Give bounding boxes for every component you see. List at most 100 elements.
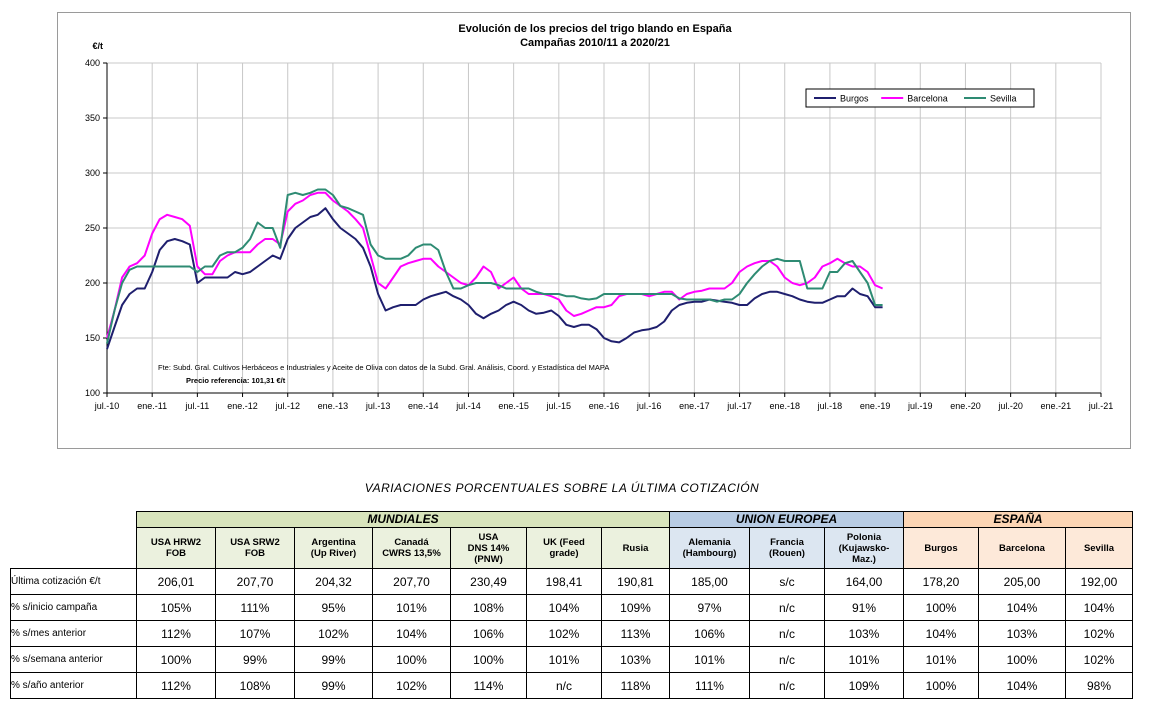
table-cell: 101% [903,646,979,673]
table-cell: n/c [749,620,825,647]
table-cell: 185,00 [669,568,750,595]
column-header: Sevilla [1065,527,1133,569]
table-cell: 100% [978,646,1066,673]
table-cell: 95% [294,594,373,621]
table-cell: 99% [294,646,373,673]
column-header: USA HRW2 FOB [136,527,216,569]
table-cell: 101% [372,594,451,621]
table-cell: s/c [749,568,825,595]
table-cell: 102% [372,672,451,699]
column-header: Canadá CWRS 13,5% [372,527,451,569]
table-cell: 106% [450,620,527,647]
table-cell: 207,70 [372,568,451,595]
x-tick-label: jul.-15 [546,401,572,411]
table-cell: 109% [824,672,904,699]
table-cell: 206,01 [136,568,216,595]
column-header: Francia (Rouen) [749,527,825,569]
column-header: Argentina (Up River) [294,527,373,569]
table-cell: 230,49 [450,568,527,595]
row-label: % s/semana anterior [10,646,137,673]
table-cell: 100% [903,672,979,699]
table-cell: 104% [903,620,979,647]
table-cell: 112% [136,620,216,647]
x-tick-label: jul.-17 [726,401,752,411]
table-cell: 102% [1065,646,1133,673]
table-cell: 104% [1065,594,1133,621]
chart-title: Evolución de los precios del trigo bland… [458,23,732,35]
group-header: MUNDIALES [136,511,670,528]
table-cell: 164,00 [824,568,904,595]
column-header: UK (Feed grade) [526,527,602,569]
table-cell: 104% [978,672,1066,699]
table-cell: 101% [669,646,750,673]
legend-box [805,88,1035,108]
group-header: ESPAÑA [903,511,1133,528]
table-cell: 207,70 [215,568,295,595]
x-tick-label: ene.-13 [318,401,349,411]
column-header: Barcelona [978,527,1066,569]
table-cell: 102% [526,620,602,647]
table-cell: 104% [526,594,602,621]
y-tick-label: 400 [85,58,100,68]
row-label: Última cotización €/t [10,568,137,595]
series-line-burgos [106,207,883,350]
table-cell: 190,81 [601,568,670,595]
group-header: UNION EUROPEA [669,511,904,528]
y-tick-label: 350 [85,113,100,123]
table-cell: 100% [903,594,979,621]
table-cell: 102% [294,620,373,647]
table-cell: 192,00 [1065,568,1133,595]
table-cell: 112% [136,672,216,699]
x-tick-label: jul.-18 [817,401,843,411]
source-note: Fte: Subd. Gral. Cultivos Herbáceos e In… [158,363,609,372]
column-header: USA SRW2 FOB [215,527,295,569]
table-cell: 106% [669,620,750,647]
legend-entry: Barcelona [907,94,948,104]
legend-entry: Burgos [840,94,869,104]
row-label: % s/mes anterior [10,620,137,647]
x-tick-label: jul.-10 [94,401,120,411]
x-tick-label: jul.-11 [184,401,209,411]
table-row: % s/mes anterior 112% 107% 102% 104% 106% 102%… [10,620,1133,647]
x-tick-label: ene.-11 [137,401,167,411]
x-tick-label: ene.-17 [679,401,710,411]
column-header: Burgos [903,527,979,569]
table-cell: 101% [824,646,904,673]
table-cell: 101% [526,646,602,673]
table-cell: 102% [1065,620,1133,647]
table-cell: 114% [450,672,527,699]
x-tick-label: ene.-18 [769,401,800,411]
x-tick-label: jul.-12 [274,401,300,411]
series-line-sevilla [106,188,883,344]
table-title: VARIACIONES PORCENTUALES SOBRE LA ÚLTIMA… [364,481,760,495]
x-tick-label: jul.-16 [636,401,662,411]
column-header: Rusia [601,527,670,569]
table-row: % s/semana anterior 100% 99% 99% 100% 100% 101… [10,646,1133,673]
table-row: Última cotización €/t 206,01 207,70 204,32 2… [10,568,1133,595]
legend-entry: Sevilla [990,94,1017,104]
reference-price-note: Precio referencia: 101,31 €/t [186,376,286,385]
x-tick-label: ene.-21 [1041,401,1072,411]
y-tick-label: 100 [85,388,100,398]
x-tick-label: jul.-21 [1088,401,1114,411]
y-tick-label: 300 [85,168,100,178]
table-cell: 111% [215,594,295,621]
table-cell: 178,20 [903,568,979,595]
table-cell: n/c [749,672,825,699]
table-cell: 91% [824,594,904,621]
row-label: % s/inicio campaña [10,594,137,621]
table-cell: n/c [749,646,825,673]
x-tick-label: jul.-14 [455,401,481,411]
y-axis-label: €/t [92,41,103,51]
series-line-barcelona [106,191,884,339]
table-cell: 205,00 [978,568,1066,595]
table-cell: 111% [669,672,750,699]
table-row: % s/inicio campaña 105% 111% 95% 101% 108% 104… [10,594,1133,621]
table-cell: 104% [978,594,1066,621]
variations-table: MUNDIALES UNION EUROPEA ESPAÑA USA HRW2 FOB U… [10,511,1133,699]
x-tick-label: ene.-19 [860,401,891,411]
column-header: Alemania (Hambourg) [669,527,750,569]
table-cell: 198,41 [526,568,602,595]
table-cell: 118% [601,672,670,699]
chart-subtitle: Campañas 2010/11 a 2020/21 [520,37,670,49]
